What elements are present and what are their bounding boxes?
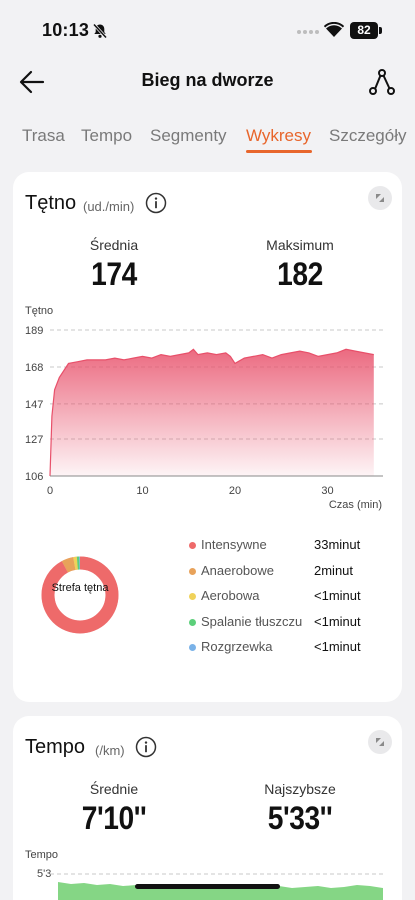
expand-heart-rate-button[interactable] xyxy=(368,186,392,210)
x-axis-label: Czas (min) xyxy=(329,499,382,511)
info-icon[interactable] xyxy=(145,192,167,214)
zone-name: Aerobowa xyxy=(201,588,260,603)
y-axis-label: Tętno xyxy=(25,305,53,317)
info-icon[interactable] xyxy=(135,736,157,758)
hr-max-label: Maksimum xyxy=(266,237,334,253)
hr-max-value: 182 xyxy=(277,256,323,292)
heart-rate-title: Tętno xyxy=(25,192,77,214)
zone-name: Anaerobowe xyxy=(201,562,274,578)
active-tab-indicator xyxy=(246,150,312,153)
route-icon[interactable] xyxy=(364,64,400,100)
expand-pace-button[interactable] xyxy=(368,730,392,754)
y-tick-label: 147 xyxy=(25,399,43,411)
battery-tip xyxy=(379,27,382,34)
zone-name: Intensywne xyxy=(201,537,267,552)
tab-segmenty[interactable]: Segmenty xyxy=(150,126,227,145)
home-indicator xyxy=(135,884,280,889)
pace-average-label: Średnie xyxy=(89,781,139,797)
y-tick-label: 168 xyxy=(25,362,43,374)
back-arrow-icon[interactable] xyxy=(14,64,50,100)
zone-row: Intensywne 33minut xyxy=(189,536,389,556)
tab-szczegoly[interactable]: Szczegóły xyxy=(329,126,407,145)
zone-color-dot xyxy=(189,567,196,575)
pace-card: Tempo (/km) Średnie 7'10'' Najszybsze 5'… xyxy=(13,716,402,900)
tab-wykresy[interactable]: Wykresy xyxy=(246,126,312,145)
page-title: Bieg na dworze xyxy=(141,70,274,90)
zone-color-dot xyxy=(189,618,196,626)
zone-row: Rozgrzewka <1minut xyxy=(189,638,389,658)
expand-icon xyxy=(376,194,384,202)
y-tick-label: 127 xyxy=(25,434,43,446)
bell-off-icon xyxy=(92,23,108,39)
x-tick-label: 10 xyxy=(136,485,148,497)
pace-average-value: 7'10'' xyxy=(81,800,147,836)
hr-average-label: Średnia xyxy=(89,237,139,253)
tab-tempo[interactable]: Tempo xyxy=(81,126,133,145)
heart-rate-zone-donut xyxy=(41,556,119,634)
nav-header: Bieg na dworze xyxy=(0,60,415,102)
heart-rate-area xyxy=(50,349,374,476)
zone-color-dot xyxy=(189,593,196,600)
signal-icon xyxy=(297,30,319,34)
pace-chart: Tempo 5'3 xyxy=(25,849,383,900)
x-tick-label: 30 xyxy=(321,485,333,497)
zone-time: 33minut xyxy=(314,537,361,552)
tab-bar: Trasa Tempo Segmenty Wykresy Szczegóły xyxy=(0,126,415,160)
pace-fastest-value: 5'33'' xyxy=(267,800,333,836)
zone-color-dot xyxy=(189,644,196,651)
heart-rate-chart: Tętno 189 168 147 127 106 0 10 20 30 Czas (min) xyxy=(25,305,383,511)
heart-rate-card: Tętno (ud./min) Średnia 174 Maksimum 182… xyxy=(13,172,402,702)
y-tick-label: 106 xyxy=(25,471,43,483)
x-tick-label: 0 xyxy=(47,485,53,497)
y-axis-label: Tempo xyxy=(25,849,58,861)
zone-row: Aerobowa <1minut xyxy=(189,587,389,607)
zone-name: Spalanie tłuszczu xyxy=(201,613,303,629)
battery-level: 82 xyxy=(350,22,378,39)
status-time: 10:13 xyxy=(42,20,90,40)
donut-segment xyxy=(41,556,119,634)
pace-title: Tempo xyxy=(25,736,86,758)
pace-unit: (/km) xyxy=(95,743,125,758)
wifi-icon xyxy=(324,22,344,37)
expand-icon xyxy=(376,738,384,746)
tab-trasa[interactable]: Trasa xyxy=(22,126,65,145)
donut-center-label: Strefa tętna xyxy=(51,582,109,594)
pace-fastest-label: Najszybsze xyxy=(264,781,336,797)
zone-time: <1minut xyxy=(314,613,361,629)
heart-rate-line xyxy=(49,348,374,477)
zone-name: Rozgrzewka xyxy=(201,639,273,654)
status-bar: 10:13 82 xyxy=(0,0,415,56)
heart-rate-unit: (ud./min) xyxy=(83,199,135,214)
zone-time: <1minut xyxy=(314,639,361,654)
y-tick-label: 5'3 xyxy=(37,868,51,880)
hr-average-value: 174 xyxy=(91,256,137,292)
zone-time: 2minut xyxy=(314,562,354,578)
x-tick-label: 20 xyxy=(229,485,241,497)
zone-time: <1minut xyxy=(314,588,361,603)
zone-color-dot xyxy=(189,542,196,549)
zone-row: Anaerobowe 2minut xyxy=(189,562,389,582)
zone-row: Spalanie tłuszczu <1minut xyxy=(189,613,389,633)
donut-segment xyxy=(41,556,119,634)
y-tick-label: 189 xyxy=(25,325,43,337)
